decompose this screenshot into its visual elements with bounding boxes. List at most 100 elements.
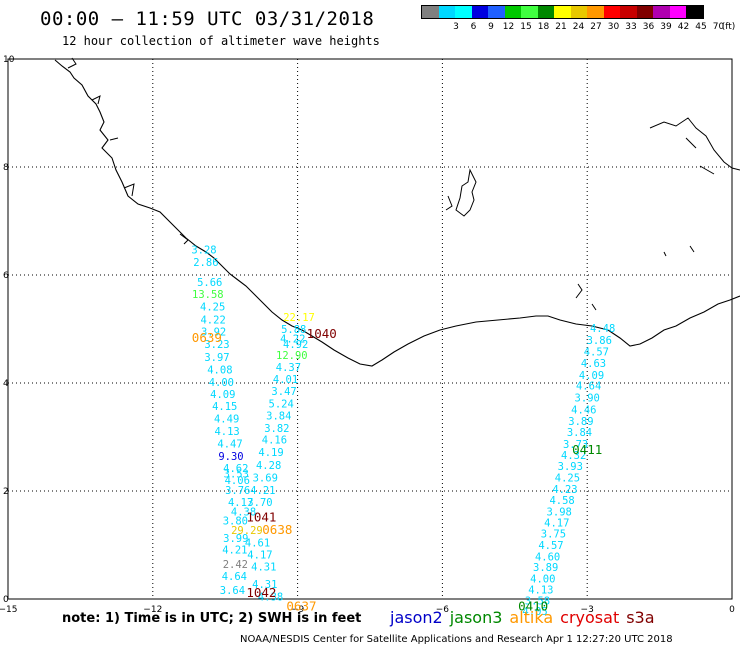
wave-height-reading: 2.42 (223, 559, 248, 571)
inland-feature (575, 245, 695, 311)
map-subtitle: 12 hour collection of altimeter wave hei… (62, 34, 380, 48)
pass-time-label: 0639 (192, 330, 222, 345)
wave-height-reading: 4.21 (222, 544, 247, 556)
wave-height-reading: 4.06 (225, 475, 250, 487)
wave-height-reading: 4.92 (283, 339, 308, 351)
wave-height-reading: 4.49 (214, 414, 239, 426)
inland-feature (649, 117, 740, 175)
pass-time-label: 1040 (307, 326, 337, 341)
wave-height-reading: 4.00 (530, 573, 555, 585)
legend-swatch (438, 6, 455, 18)
legend-swatch (422, 6, 439, 18)
pass-time-label: 0410 (518, 598, 548, 613)
y-tick-label: 4 (3, 379, 9, 389)
legend-label: 18 (537, 22, 550, 32)
wave-height-reading: 22.17 (283, 312, 315, 324)
wave-height-reading: 4.47 (217, 438, 242, 450)
wave-height-reading: 4.62 (223, 463, 248, 475)
y-tick-label: 2 (3, 487, 9, 497)
legend-label: 6 (470, 22, 477, 32)
pass-time-label: 0637 (286, 598, 316, 613)
satellite-legend: jason2 jason3 altika cryosat s3a (390, 608, 662, 627)
wave-height-reading: 4.38 (258, 591, 283, 603)
mainland-coastline (54, 59, 740, 367)
wave-height-reading: 12.90 (276, 350, 308, 362)
x-tick-label: −3 (581, 605, 594, 615)
legend-swatch (636, 6, 653, 18)
wave-height-reading: 4.57 (538, 540, 563, 552)
x-tick-label: −15 (0, 605, 18, 615)
legend-swatch (653, 6, 670, 18)
wave-height-reading: 3.28 (191, 245, 216, 257)
pass-time-label: 0638 (262, 522, 292, 537)
legend-unit: (ft) (721, 22, 736, 32)
wave-height-reading: 4.38 (231, 507, 256, 519)
wave-height-reading: 4.25 (200, 301, 225, 313)
wave-height-reading: 4.61 (245, 537, 270, 549)
wave-height-reading: 4.01 (273, 374, 298, 386)
credit-footer: NOAA/NESDIS Center for Satellite Applica… (240, 634, 673, 645)
wave-height-reading: 3.53 (224, 469, 249, 481)
legend-label: 70 (712, 22, 725, 32)
wave-height-reading: 3.98 (547, 507, 572, 519)
legend-swatches (421, 5, 704, 19)
satellite-legend-entry: jason2 (390, 608, 443, 627)
wave-height-reading: 4.13 (528, 584, 553, 596)
wave-height-reading: 4.57 (584, 347, 609, 359)
wave-height-reading: 4.58 (549, 495, 574, 507)
legend-label: 3 (453, 22, 459, 32)
legend-label: 24 (572, 22, 585, 32)
wave-height-reading: 4.64 (222, 571, 247, 583)
legend-swatch (537, 6, 554, 18)
wave-height-reading: 4.17 (544, 517, 569, 529)
legend-swatch (471, 6, 488, 18)
wave-height-reading: 4.28 (256, 460, 281, 472)
satellite-legend-entry: s3a (626, 608, 655, 627)
legend-swatch (669, 6, 686, 18)
wave-height-reading: 3.89 (533, 562, 558, 574)
wave-height-reading: 13.58 (192, 289, 224, 301)
legend-swatch (603, 6, 620, 18)
wave-height-reading: 3.76 (225, 485, 250, 497)
satellite-legend-entry: cryosat (560, 608, 620, 627)
wave-height-reading: 4.48 (590, 323, 615, 335)
pass-time-label: 0411 (572, 442, 602, 457)
legend-swatch (587, 6, 604, 18)
wave-height-reading: 3.89 (568, 416, 593, 428)
units-note: note: 1) Time is in UTC; 2) SWH is in fe… (62, 611, 362, 626)
wave-height-reading: 5.88 (281, 324, 306, 336)
wave-height-reading: 4.17 (228, 497, 253, 509)
wave-height-reading: 4.22 (200, 314, 225, 326)
legend-swatch (620, 6, 637, 18)
wave-height-reading: 29.29 (231, 525, 263, 537)
y-tick-label: 8 (3, 163, 9, 173)
x-tick-label: −6 (436, 605, 450, 615)
legend-label: 45 (695, 22, 707, 32)
wave-height-reading: 5.24 (269, 399, 294, 411)
legend-swatch (455, 6, 472, 18)
wave-height-reading: 4.17 (247, 550, 272, 562)
wave-height-readings: 3.282.865.6613.584.254.223.923.233.974.0… (191, 245, 615, 618)
legend-swatch (488, 6, 505, 18)
wave-height-reading: 3.58 (525, 596, 550, 608)
wave-height-reading: 4.09 (579, 370, 604, 382)
map-title: 00:00 – 11:59 UTC 03/31/2018 (40, 8, 375, 30)
y-tick-label: 6 (3, 271, 9, 281)
wave-height-reading: 3.70 (247, 497, 272, 509)
wave-height-reading: 4.60 (535, 551, 560, 563)
legend-swatch (504, 6, 521, 18)
legend-swatch (570, 6, 587, 18)
wave-height-reading: 4.13 (214, 426, 239, 438)
legend-label: 27 (590, 22, 602, 32)
wave-height-reading: 4.63 (581, 358, 606, 370)
legend-label: 36 (642, 22, 655, 32)
wave-height-reading: 3.75 (541, 529, 566, 541)
y-tick-label: 0 (3, 595, 9, 605)
legend-swatch (521, 6, 538, 18)
wave-height-reading: 3.23 (204, 339, 229, 351)
wave-height-reading: 4.19 (258, 447, 283, 459)
wave-height-reading: 5.66 (197, 277, 222, 289)
coast-detail (67, 57, 189, 245)
wave-height-reading: 4.25 (555, 473, 580, 485)
